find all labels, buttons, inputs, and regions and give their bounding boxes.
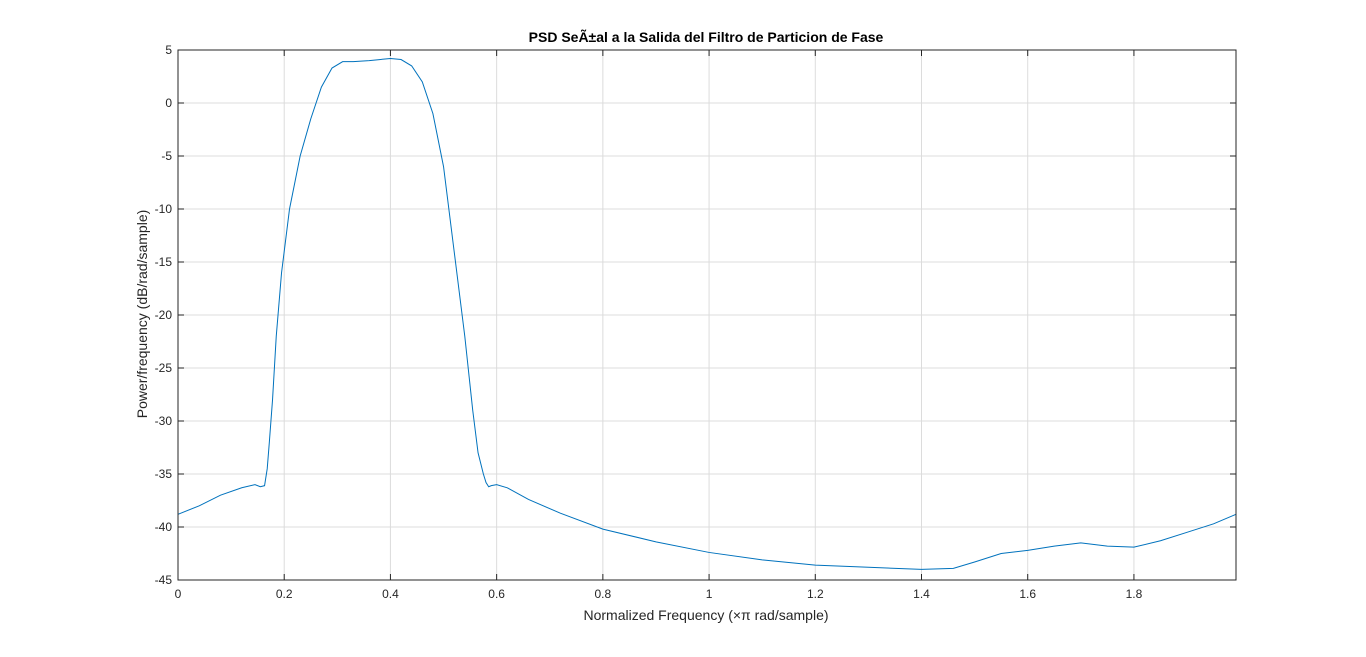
y-axis-label: Power/frequency (dB/rad/sample) [134,210,150,419]
y-tick-label: -5 [161,149,172,163]
y-tick-label: -45 [155,573,173,587]
x-tick-label: 1.6 [1019,587,1036,601]
y-tick-label: -30 [155,414,173,428]
x-tick-label: 1 [706,587,713,601]
x-tick-labels: 0 0.2 0.4 0.6 0.8 1 1.2 1.4 1.6 1.8 [175,587,1143,601]
psd-line [177,57,1237,570]
y-tick-label: -20 [155,308,173,322]
x-tick-label: 1.2 [807,587,824,601]
y-tick-label: 0 [165,96,172,110]
y-tick-label: -10 [155,202,173,216]
grid [178,50,1236,580]
x-tick-label: 0.4 [382,587,399,601]
chart-title: PSD SeÃ±al a la Salida del Filtro de Par… [529,28,884,45]
x-tick-label: 0.8 [595,587,612,601]
x-tick-label: 0.2 [276,587,293,601]
y-tick-label: -15 [155,255,173,269]
y-tick-label: -40 [155,520,173,534]
y-tick-label: 5 [165,43,172,57]
y-tick-label: -25 [155,361,173,375]
y-tick-labels: 5 0 -5 -10 -15 -20 -25 -30 -35 -40 -45 [155,43,173,587]
x-tick-label: 1.8 [1126,587,1143,601]
y-tick-label: -35 [155,467,173,481]
x-tick-label: 1.4 [913,587,930,601]
tick-marks [177,49,1236,581]
x-axis-label: Normalized Frequency (×π rad/sample) [583,607,828,623]
x-tick-label: 0.6 [488,587,505,601]
x-tick-label: 0 [175,587,182,601]
